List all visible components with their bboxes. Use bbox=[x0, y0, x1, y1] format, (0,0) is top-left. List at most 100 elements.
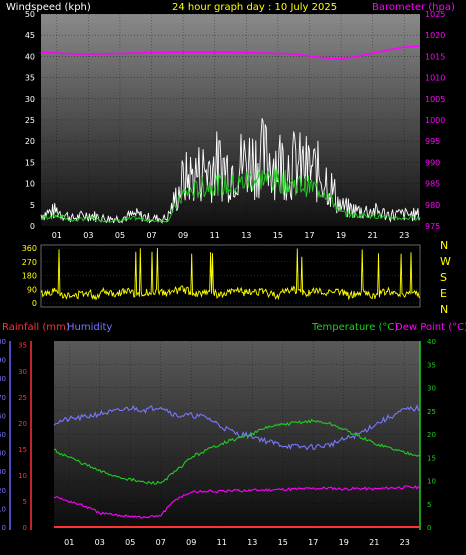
temperature-tick-label: 35 bbox=[427, 361, 436, 369]
baro-tick-label: 975 bbox=[425, 222, 440, 231]
hour-tick-label: 09 bbox=[186, 538, 196, 547]
hour-tick-label: 19 bbox=[339, 538, 349, 547]
baro-tick-label: 990 bbox=[425, 158, 440, 167]
baro-tick-label: 1015 bbox=[425, 52, 445, 61]
wind-tick-label: 50 bbox=[25, 10, 35, 19]
baro-tick-label: 980 bbox=[425, 201, 440, 210]
wind-tick-label: 10 bbox=[25, 180, 35, 189]
hour-tick-label: 07 bbox=[146, 231, 156, 240]
wind-axis-title: Windspeed (kph) bbox=[6, 2, 91, 13]
dewpoint-series bbox=[53, 485, 421, 519]
baro-tick-label: 1010 bbox=[425, 74, 445, 83]
hour-tick-label: 11 bbox=[210, 231, 220, 240]
humidity-tick-label: 80 bbox=[0, 375, 6, 383]
wind-tick-label: 35 bbox=[25, 74, 35, 83]
hour-tick-label: 01 bbox=[52, 231, 62, 240]
wind-direction-series bbox=[40, 247, 421, 301]
temperature-axis-title: Temperature (°C) bbox=[311, 322, 398, 333]
hour-tick-label: 13 bbox=[247, 538, 257, 547]
baro-tick-label: 1020 bbox=[425, 31, 445, 40]
hour-tick-label: 23 bbox=[399, 231, 409, 240]
temperature-tick-label: 25 bbox=[427, 408, 436, 416]
dewpoint-axis-title: Dew Point (°C) bbox=[395, 322, 466, 333]
temperature-plot-area bbox=[54, 341, 420, 528]
compass-point-label: N bbox=[440, 303, 448, 316]
temperature-tick-label: 10 bbox=[427, 478, 436, 486]
direction-tick-label: 0 bbox=[32, 299, 37, 308]
compass-point-label: S bbox=[440, 271, 447, 284]
wind-tick-label: 40 bbox=[25, 52, 35, 61]
wind-tick-label: 45 bbox=[25, 31, 35, 40]
rain-tick-label: 15 bbox=[18, 446, 27, 454]
rain-tick-label: 10 bbox=[18, 472, 27, 480]
humidity-tick-label: 70 bbox=[0, 394, 6, 402]
hour-tick-label: 15 bbox=[273, 231, 283, 240]
temperature-tick-label: 20 bbox=[427, 431, 436, 439]
temperature-series bbox=[53, 418, 421, 485]
hour-tick-label: 19 bbox=[336, 231, 346, 240]
humidity-tick-label: 60 bbox=[0, 412, 6, 420]
hour-tick-label: 13 bbox=[241, 231, 251, 240]
temperature-tick-label: 30 bbox=[427, 385, 436, 393]
hour-tick-label: 21 bbox=[369, 538, 379, 547]
windspeed-average-series bbox=[40, 168, 421, 223]
rain-tick-label: 30 bbox=[18, 368, 27, 376]
rain-tick-label: 35 bbox=[18, 342, 27, 350]
baro-tick-label: 995 bbox=[425, 137, 440, 146]
temperature-tick-label: 5 bbox=[427, 501, 431, 509]
wind-tick-label: 5 bbox=[30, 201, 35, 210]
direction-tick-label: 360 bbox=[22, 244, 37, 253]
rain-tick-label: 25 bbox=[18, 394, 27, 402]
wind-tick-label: 20 bbox=[25, 137, 35, 146]
hour-tick-label: 23 bbox=[400, 538, 410, 547]
direction-plot-area bbox=[40, 244, 421, 308]
humidity-tick-label: 10 bbox=[0, 505, 6, 513]
hour-tick-label: 05 bbox=[125, 538, 135, 547]
hour-tick-label: 11 bbox=[217, 538, 227, 547]
direction-tick-label: 90 bbox=[27, 285, 37, 294]
windspeed-series bbox=[40, 118, 421, 224]
baro-tick-label: 985 bbox=[425, 180, 440, 189]
hour-tick-label: 07 bbox=[156, 538, 166, 547]
direction-tick-label: 270 bbox=[22, 258, 37, 267]
compass-point-label: E bbox=[440, 287, 447, 300]
graph-title: 24 hour graph day : 10 July 2025 bbox=[172, 2, 337, 13]
hour-tick-label: 01 bbox=[64, 538, 74, 547]
temperature-tick-label: 0 bbox=[427, 524, 431, 532]
barometer-axis-title: Barometer (hpa) bbox=[372, 2, 455, 13]
temperature-tick-label: 15 bbox=[427, 454, 436, 462]
hour-tick-label: 15 bbox=[278, 538, 288, 547]
humidity-tick-label: 50 bbox=[0, 431, 6, 439]
rain-axis-title: Rainfall (mm) bbox=[2, 322, 70, 333]
humidity-tick-label: 20 bbox=[0, 487, 6, 495]
humidity-series bbox=[53, 404, 421, 451]
hour-tick-label: 17 bbox=[304, 231, 314, 240]
rain-tick-label: 5 bbox=[23, 498, 27, 506]
rain-tick-label: 0 bbox=[23, 524, 27, 532]
baro-tick-label: 1000 bbox=[425, 116, 445, 125]
humidity-tick-label: 90 bbox=[0, 357, 6, 365]
wind-tick-label: 30 bbox=[25, 95, 35, 104]
hour-tick-label: 17 bbox=[308, 538, 318, 547]
temperature-tick-label: 40 bbox=[427, 338, 436, 346]
baro-tick-label: 1025 bbox=[425, 10, 445, 19]
rain-tick-label: 20 bbox=[18, 420, 27, 428]
humidity-tick-label: 30 bbox=[0, 468, 6, 476]
direction-tick-label: 180 bbox=[22, 272, 37, 281]
humidity-axis-title: Humidity bbox=[67, 322, 112, 333]
compass-point-label: N bbox=[440, 239, 448, 252]
hour-tick-label: 03 bbox=[95, 538, 105, 547]
baro-tick-label: 1005 bbox=[425, 95, 445, 104]
hour-tick-label: 21 bbox=[368, 231, 378, 240]
humidity-tick-label: 0 bbox=[2, 524, 6, 532]
wind-tick-label: 25 bbox=[25, 116, 35, 125]
hour-tick-label: 03 bbox=[83, 231, 93, 240]
hour-tick-label: 05 bbox=[115, 231, 125, 240]
compass-point-label: W bbox=[440, 255, 451, 268]
humidity-tick-label: 100 bbox=[0, 338, 6, 346]
humidity-tick-label: 40 bbox=[0, 450, 6, 458]
wind-tick-label: 0 bbox=[30, 222, 35, 231]
wind-tick-label: 15 bbox=[25, 158, 35, 167]
hour-tick-label: 09 bbox=[178, 231, 188, 240]
